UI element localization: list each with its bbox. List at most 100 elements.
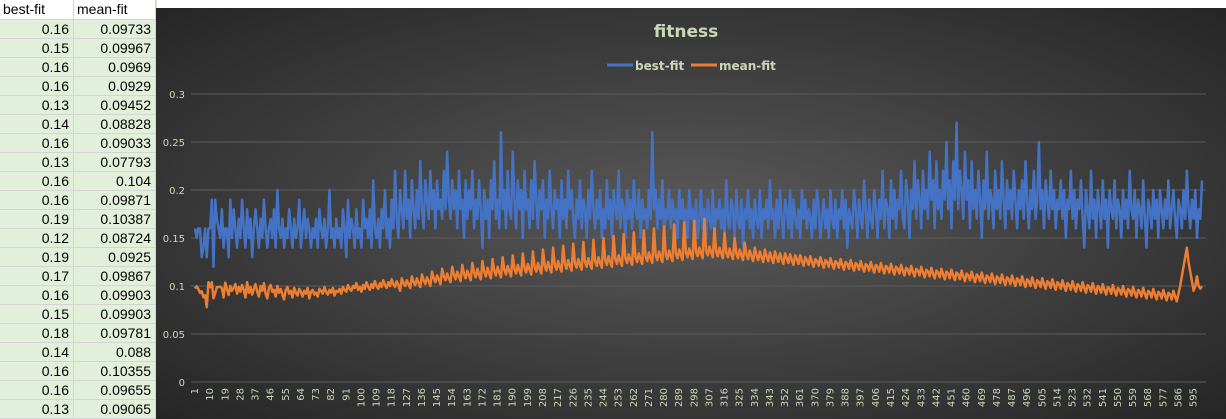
cell-best-fit[interactable]: 0.16: [0, 134, 74, 153]
cell-mean-fit[interactable]: 0.0925: [74, 248, 156, 267]
cell-best-fit[interactable]: 0.16: [0, 58, 74, 77]
x-tick-label: 10: [205, 388, 216, 401]
column-header-row: best-fit mean-fit: [0, 0, 156, 20]
x-tick-label: 280: [659, 388, 670, 407]
cell-mean-fit[interactable]: 0.08828: [74, 115, 156, 134]
cell-best-fit[interactable]: 0.13: [0, 400, 74, 419]
cell-best-fit[interactable]: 0.16: [0, 20, 74, 39]
fitness-chart[interactable]: fitness best-fit mean-fit 0 0.05 0.1 0.15 0.2 0.…: [156, 8, 1226, 419]
cell-best-fit[interactable]: 0.13: [0, 153, 74, 172]
cell-mean-fit[interactable]: 0.09867: [74, 267, 156, 286]
cell-mean-fit[interactable]: 0.09871: [74, 191, 156, 210]
cell-mean-fit[interactable]: 0.08724: [74, 229, 156, 248]
cell-best-fit[interactable]: 0.15: [0, 39, 74, 58]
cell-mean-fit[interactable]: 0.09655: [74, 381, 156, 400]
x-tick-label: 577: [1158, 388, 1169, 407]
x-tick-label: 55: [281, 388, 292, 401]
x-tick-label: 235: [583, 388, 594, 407]
x-tick-label: 172: [477, 388, 488, 407]
x-tick-label: 28: [235, 388, 246, 401]
cell-best-fit[interactable]: 0.14: [0, 343, 74, 362]
x-tick-label: 487: [1007, 388, 1018, 407]
x-tick-label: 424: [901, 388, 912, 407]
x-tick-label: 460: [962, 388, 973, 407]
x-tick-label: 379: [825, 388, 836, 407]
x-tick-label: 523: [1068, 388, 1079, 407]
table-row: 0.14 0.088: [0, 343, 156, 362]
table-row: 0.14 0.08828: [0, 115, 156, 134]
cell-best-fit[interactable]: 0.17: [0, 267, 74, 286]
cell-mean-fit[interactable]: 0.09903: [74, 305, 156, 324]
x-tick-label: 208: [538, 388, 549, 407]
cell-best-fit[interactable]: 0.15: [0, 305, 74, 324]
cell-mean-fit[interactable]: 0.09452: [74, 96, 156, 115]
x-tick-label: 91: [341, 388, 352, 401]
x-tick-label: 244: [599, 388, 610, 407]
cell-mean-fit[interactable]: 0.10387: [74, 210, 156, 229]
cell-best-fit[interactable]: 0.16: [0, 286, 74, 305]
x-tick-label: 307: [704, 388, 715, 407]
header-mean-fit[interactable]: mean-fit: [74, 0, 156, 19]
cell-mean-fit[interactable]: 0.09065: [74, 400, 156, 419]
x-tick-label: 19: [220, 388, 231, 401]
y-tick-label: 0.3: [169, 90, 185, 101]
x-tick-label: 442: [931, 388, 942, 407]
chart-title: fitness: [654, 22, 719, 42]
cell-best-fit[interactable]: 0.16: [0, 191, 74, 210]
table-row: 0.16 0.09033: [0, 134, 156, 153]
cell-mean-fit[interactable]: 0.07793: [74, 153, 156, 172]
cell-mean-fit[interactable]: 0.0969: [74, 58, 156, 77]
x-tick-label: 181: [493, 388, 504, 407]
cell-mean-fit[interactable]: 0.09781: [74, 324, 156, 343]
cell-best-fit[interactable]: 0.16: [0, 362, 74, 381]
x-tick-label: 388: [841, 388, 852, 407]
table-row: 0.16 0.09655: [0, 381, 156, 400]
x-tick-label: 100: [356, 388, 367, 407]
cell-mean-fit[interactable]: 0.0929: [74, 77, 156, 96]
cell-mean-fit[interactable]: 0.10355: [74, 362, 156, 381]
cell-best-fit[interactable]: 0.19: [0, 248, 74, 267]
x-tick-label: 595: [1189, 388, 1200, 407]
table-row: 0.19 0.0925: [0, 248, 156, 267]
x-tick-label: 478: [992, 388, 1003, 407]
x-tick-label: 415: [886, 388, 897, 407]
x-tick-label: 550: [1113, 388, 1124, 407]
table-row: 0.18 0.09781: [0, 324, 156, 343]
x-tick-label: 1: [190, 388, 201, 394]
cell-mean-fit[interactable]: 0.088: [74, 343, 156, 362]
header-best-fit[interactable]: best-fit: [0, 0, 74, 19]
x-tick-label: 271: [644, 388, 655, 407]
cell-best-fit[interactable]: 0.16: [0, 381, 74, 400]
x-tick-label: 163: [462, 388, 473, 407]
table-row: 0.13 0.07793: [0, 153, 156, 172]
cell-best-fit[interactable]: 0.12: [0, 229, 74, 248]
cell-best-fit[interactable]: 0.19: [0, 210, 74, 229]
cell-mean-fit[interactable]: 0.09903: [74, 286, 156, 305]
cell-mean-fit[interactable]: 0.09733: [74, 20, 156, 39]
table-row: 0.16 0.09871: [0, 191, 156, 210]
x-tick-label: 217: [553, 388, 564, 407]
cell-mean-fit[interactable]: 0.104: [74, 172, 156, 191]
data-cells: 0.16 0.09733 0.15 0.09967 0.16 0.0969 0.16 0.09…: [0, 20, 156, 419]
cell-best-fit[interactable]: 0.16: [0, 172, 74, 191]
cell-best-fit[interactable]: 0.18: [0, 324, 74, 343]
cell-mean-fit[interactable]: 0.09033: [74, 134, 156, 153]
x-tick-label: 145: [432, 388, 443, 407]
table-row: 0.16 0.10355: [0, 362, 156, 381]
x-tick-label: 118: [387, 388, 398, 407]
table-row: 0.16 0.09903: [0, 286, 156, 305]
x-tick-label: 586: [1173, 388, 1184, 407]
series-line-best-fit: [193, 121, 1204, 269]
table-row: 0.17 0.09867: [0, 267, 156, 286]
x-tick-label: 46: [266, 388, 277, 401]
cell-best-fit[interactable]: 0.13: [0, 96, 74, 115]
x-tick-label: 325: [735, 388, 746, 407]
table-row: 0.12 0.08724: [0, 229, 156, 248]
x-tick-label: 136: [417, 388, 428, 407]
cell-best-fit[interactable]: 0.14: [0, 115, 74, 134]
cell-mean-fit[interactable]: 0.09967: [74, 39, 156, 58]
x-tick-label: 109: [372, 388, 383, 407]
cell-best-fit[interactable]: 0.16: [0, 77, 74, 96]
table-row: 0.16 0.0929: [0, 77, 156, 96]
